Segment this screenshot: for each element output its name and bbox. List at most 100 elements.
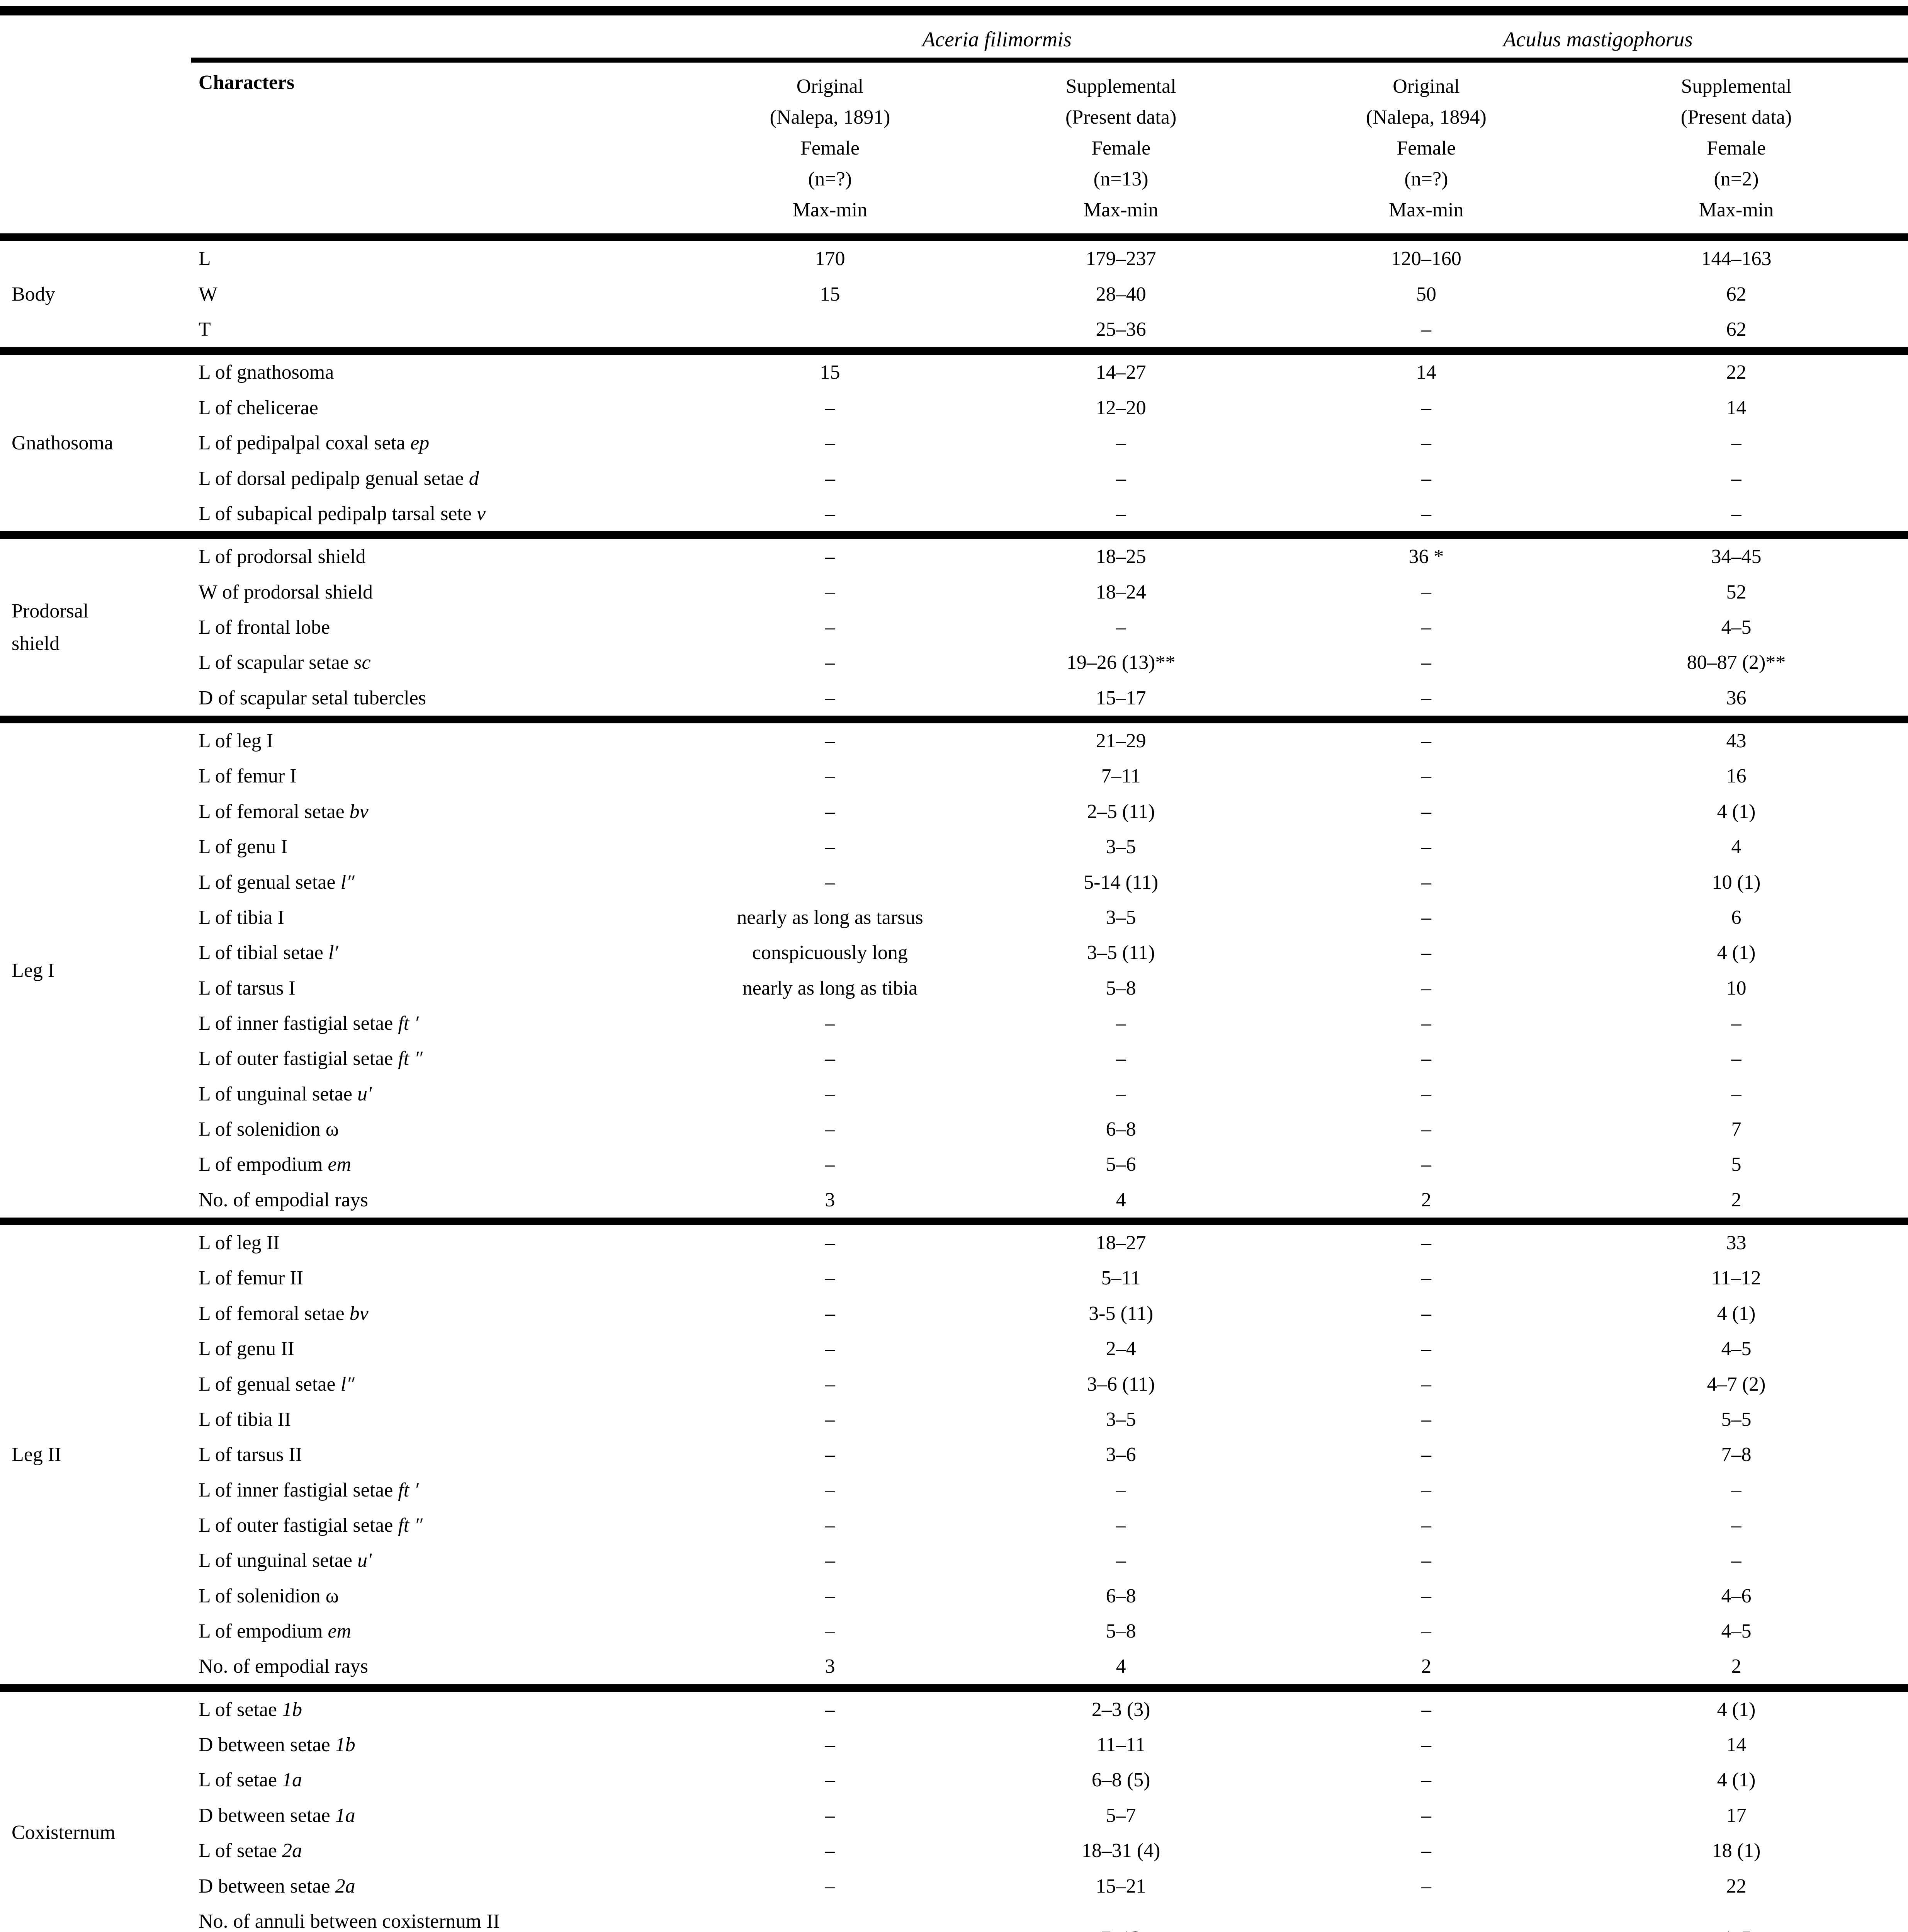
value-cell: 3–5: [1106, 906, 1136, 929]
value-cell: 14: [1416, 361, 1436, 384]
table-row: D of scapular setal tubercles – 15–17 – 36: [0, 680, 1908, 719]
column-header-row: Characters Original (Nalepa, 1891) Female (n…: [0, 60, 1908, 238]
morphometrics-table: Aceria filimormis Aculus mastigophorus Cha…: [0, 6, 1908, 1932]
group-label-prodorsal-shield: Prodorsal shield: [12, 600, 89, 655]
value-cell: –: [825, 836, 835, 858]
table-row: L of femoral setae bv – 3-5 (11) – 4 (1): [0, 1296, 1908, 1331]
character-label: L of setae 2a: [198, 1840, 302, 1862]
value-cell: –: [825, 1153, 835, 1176]
table-row: D between setae 1b – 11–11 – 14: [0, 1727, 1908, 1762]
value-cell: 22: [1726, 361, 1747, 384]
table-row: Coxisternum L of setae 1b – 2–3 (3) – 4 (1): [0, 1688, 1908, 1844]
character-label: L of genu I: [198, 836, 288, 858]
value-cell: 6–8 (5): [1091, 1769, 1150, 1791]
value-cell: –: [1116, 467, 1126, 490]
value-cell: [706, 312, 954, 351]
character-label: L of femur I: [198, 765, 297, 787]
character-label: L: [198, 248, 211, 270]
value-cell: –: [1116, 1012, 1126, 1034]
value-cell: –: [1421, 1302, 1431, 1325]
table-row: No. of empodial rays 3 4 2 2: [0, 1182, 1908, 1221]
value-cell: 11–12: [1711, 1267, 1761, 1289]
value-cell: nearly as long as tarsus: [737, 906, 923, 929]
group-column-header: [0, 60, 191, 238]
table-row: L of genu I – 3–5 – 4: [0, 829, 1908, 864]
character-label: L of unguinal setae u′: [198, 1549, 372, 1572]
value-cell: –: [1421, 800, 1431, 823]
value-cell: –: [825, 730, 835, 752]
column-header-line: Supplemental: [1065, 75, 1176, 97]
value-cell: –: [825, 1479, 835, 1501]
value-cell: 3-5 (11): [1089, 1302, 1154, 1325]
value-cell: –: [1421, 1083, 1431, 1105]
column-header-line: Supplemental: [1681, 75, 1792, 97]
character-label: L of tibia I: [198, 906, 284, 929]
value-cell: –: [825, 1804, 835, 1827]
value-cell: –: [1116, 1514, 1126, 1536]
table-row: D between setae 2a – 15–21 – 22: [0, 1869, 1908, 1904]
value-cell: –: [1731, 1549, 1741, 1572]
section-prodorsal-shield: Prodorsal shield L of prodorsal shield – 18…: [0, 535, 1908, 719]
table-row: T 25–36 – 62: [0, 312, 1908, 351]
value-cell: 28–40: [1096, 283, 1146, 305]
value-cell: 4: [1116, 1655, 1126, 1678]
species-name-aceria-filimormis: Aceria filimormis: [706, 11, 1288, 63]
column-header-line: (n=2): [1714, 168, 1759, 190]
value-cell: –: [1421, 432, 1431, 454]
value-cell: –: [825, 1840, 835, 1862]
value-cell: 14–27: [1096, 361, 1146, 384]
table-row: L of inner fastigial setae ft ′ – – – –: [0, 1473, 1908, 1508]
value-cell: 4 (1): [1717, 1698, 1756, 1721]
value-cell: 3–6: [1106, 1444, 1136, 1466]
value-cell: 120–160: [1391, 248, 1461, 270]
value-cell: –: [825, 1083, 835, 1105]
value-cell: 170: [815, 248, 845, 270]
value-cell: 34–45: [1711, 546, 1762, 568]
character-label: L of pedipalpal coxal seta ep: [198, 432, 430, 454]
value-cell: –: [1421, 730, 1431, 752]
character-label: L of genual setae l″: [198, 1373, 355, 1395]
column-header-line: (Nalepa, 1891): [770, 106, 890, 129]
table-row: L of outer fastigial setae ft ″ – – – –: [0, 1508, 1908, 1543]
character-label: L of femoral setae bv: [198, 800, 369, 823]
character-label: L of tibia II: [198, 1408, 291, 1430]
value-cell: –: [1116, 1048, 1126, 1070]
value-cell: –: [1421, 1232, 1431, 1254]
character-label: D between setae 1a: [198, 1804, 355, 1827]
character-label: L of frontal lobe: [198, 616, 330, 638]
value-cell: –: [1421, 1620, 1431, 1643]
value-cell: –: [1421, 906, 1431, 929]
value-cell: –: [1421, 1267, 1431, 1289]
character-label: L of leg II: [198, 1232, 280, 1254]
group-label-leg-ii: Leg II: [12, 1444, 61, 1466]
value-cell: –: [1731, 1012, 1741, 1034]
value-cell: 10: [1726, 977, 1747, 999]
table-row: L of inner fastigial setae ft ′ – – – –: [0, 1006, 1908, 1041]
value-cell: –: [825, 1875, 835, 1897]
value-cell: 18 (1): [1712, 1840, 1761, 1862]
value-cell: –: [825, 1302, 835, 1325]
group-label-gnathosoma: Gnathosoma: [12, 432, 113, 454]
column-header-line: Original: [796, 75, 864, 97]
value-cell: 19–26 (13)**: [1066, 651, 1176, 674]
table-row: L of femur II – 5–11 – 11–12: [0, 1260, 1908, 1296]
value-cell: –: [825, 1048, 835, 1070]
value-cell: 4–5: [1721, 616, 1752, 638]
character-label: D of scapular setal tubercles: [198, 687, 426, 709]
value-cell: –: [1116, 1083, 1126, 1105]
value-cell: 6: [1731, 906, 1741, 929]
column-header-line: Female: [800, 137, 860, 160]
character-label: L of gnathosoma: [198, 361, 334, 384]
table-row: No. of empodial rays 3 4 2 2: [0, 1649, 1908, 1688]
value-cell: –: [825, 432, 835, 454]
species-underline-spacer: [190, 11, 706, 63]
value-cell: 5–6: [1106, 1153, 1136, 1176]
value-cell: 5–8: [1106, 977, 1136, 999]
value-cell: 36 *: [1408, 546, 1444, 568]
value-cell: –: [1731, 432, 1741, 454]
value-cell: 18–24: [1096, 581, 1146, 603]
value-cell: –: [1421, 1549, 1431, 1572]
value-cell: –: [1731, 502, 1741, 525]
value-cell: –: [1421, 1585, 1431, 1607]
column-header-line: Max-min: [1389, 199, 1464, 221]
